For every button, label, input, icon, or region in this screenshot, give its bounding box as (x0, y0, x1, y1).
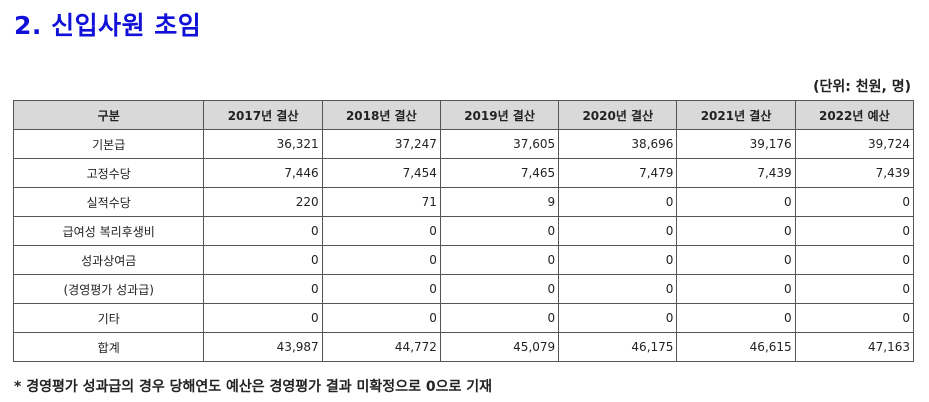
cell-value: 7,439 (676, 158, 796, 188)
cell-value: 36,321 (203, 129, 323, 159)
cell-value: 0 (676, 187, 796, 217)
row-label: 성과상여금 (12, 245, 205, 275)
cell-value: 0 (203, 303, 323, 333)
cell-value: 7,439 (794, 158, 915, 188)
cell-value: 0 (794, 187, 915, 217)
table-header-row: 구분 2017년 결산 2018년 결산 2019년 결산 2020년 결산 2… (12, 100, 915, 130)
cell-value: 7,454 (321, 158, 441, 188)
footnote: * 경영평가 성과급의 경우 당해연도 예산은 경영평가 결과 미확정으로 0으… (14, 379, 492, 395)
cell-value: 7,479 (558, 158, 678, 188)
table-row: 고정수당 7,446 7,454 7,465 7,479 7,439 7,439 (12, 158, 915, 188)
cell-value: 7,465 (439, 158, 560, 188)
cell-value: 220 (203, 187, 323, 217)
cell-value: 0 (439, 245, 560, 275)
cell-value: 39,724 (794, 129, 915, 159)
cell-value: 46,175 (558, 332, 678, 362)
cell-value: 0 (794, 245, 915, 275)
row-label: 실적수당 (12, 187, 205, 217)
row-label: 기타 (12, 303, 205, 333)
cell-value: 47,163 (794, 332, 915, 362)
cell-value: 0 (794, 216, 915, 246)
cell-value: 0 (558, 303, 678, 333)
cell-value: 0 (439, 303, 560, 333)
cell-value: 0 (676, 216, 796, 246)
cell-value: 0 (676, 303, 796, 333)
cell-value: 0 (321, 274, 441, 304)
cell-value: 0 (321, 216, 441, 246)
cell-value: 0 (558, 216, 678, 246)
cell-value: 0 (676, 245, 796, 275)
cell-value: 0 (321, 303, 441, 333)
cell-value: 0 (439, 274, 560, 304)
cell-value: 39,176 (676, 129, 796, 159)
cell-value: 0 (558, 187, 678, 217)
cell-value: 43,987 (203, 332, 323, 362)
cell-value: 38,696 (558, 129, 678, 159)
cell-value: 0 (794, 274, 915, 304)
row-label: 합계 (12, 332, 205, 362)
header-2022: 2022년 예산 (794, 100, 915, 130)
salary-table: 구분 2017년 결산 2018년 결산 2019년 결산 2020년 결산 2… (12, 100, 915, 362)
header-2018: 2018년 결산 (321, 100, 441, 130)
unit-note: (단위: 천원, 명) (813, 79, 911, 95)
table-row: 기타 0 0 0 0 0 0 (12, 303, 915, 333)
table-row: (경영평가 성과급) 0 0 0 0 0 0 (12, 274, 915, 304)
header-category: 구분 (12, 100, 205, 130)
row-label: 기본급 (12, 129, 205, 159)
row-label: (경영평가 성과급) (12, 274, 205, 304)
cell-value: 7,446 (203, 158, 323, 188)
cell-value: 0 (558, 245, 678, 275)
cell-value: 37,605 (439, 129, 560, 159)
table-row: 기본급 36,321 37,247 37,605 38,696 39,176 3… (12, 129, 915, 159)
cell-value: 0 (203, 245, 323, 275)
table-row: 급여성 복리후생비 0 0 0 0 0 0 (12, 216, 915, 246)
header-2017: 2017년 결산 (203, 100, 323, 130)
cell-value: 44,772 (321, 332, 441, 362)
cell-value: 0 (203, 274, 323, 304)
cell-value: 0 (676, 274, 796, 304)
table-row: 성과상여금 0 0 0 0 0 0 (12, 245, 915, 275)
cell-value: 0 (203, 216, 323, 246)
row-label: 고정수당 (12, 158, 205, 188)
header-2019: 2019년 결산 (439, 100, 560, 130)
header-2020: 2020년 결산 (558, 100, 678, 130)
cell-value: 0 (794, 303, 915, 333)
cell-value: 0 (558, 274, 678, 304)
header-2021: 2021년 결산 (676, 100, 796, 130)
cell-value: 0 (439, 216, 560, 246)
cell-value: 0 (321, 245, 441, 275)
cell-value: 71 (321, 187, 441, 217)
row-label: 급여성 복리후생비 (12, 216, 205, 246)
table-row-total: 합계 43,987 44,772 45,079 46,175 46,615 47… (12, 332, 915, 362)
table-row: 실적수당 220 71 9 0 0 0 (12, 187, 915, 217)
cell-value: 37,247 (321, 129, 441, 159)
cell-value: 46,615 (676, 332, 796, 362)
cell-value: 45,079 (439, 332, 560, 362)
page-title: 2. 신입사원 초임 (14, 11, 202, 40)
cell-value: 9 (439, 187, 560, 217)
